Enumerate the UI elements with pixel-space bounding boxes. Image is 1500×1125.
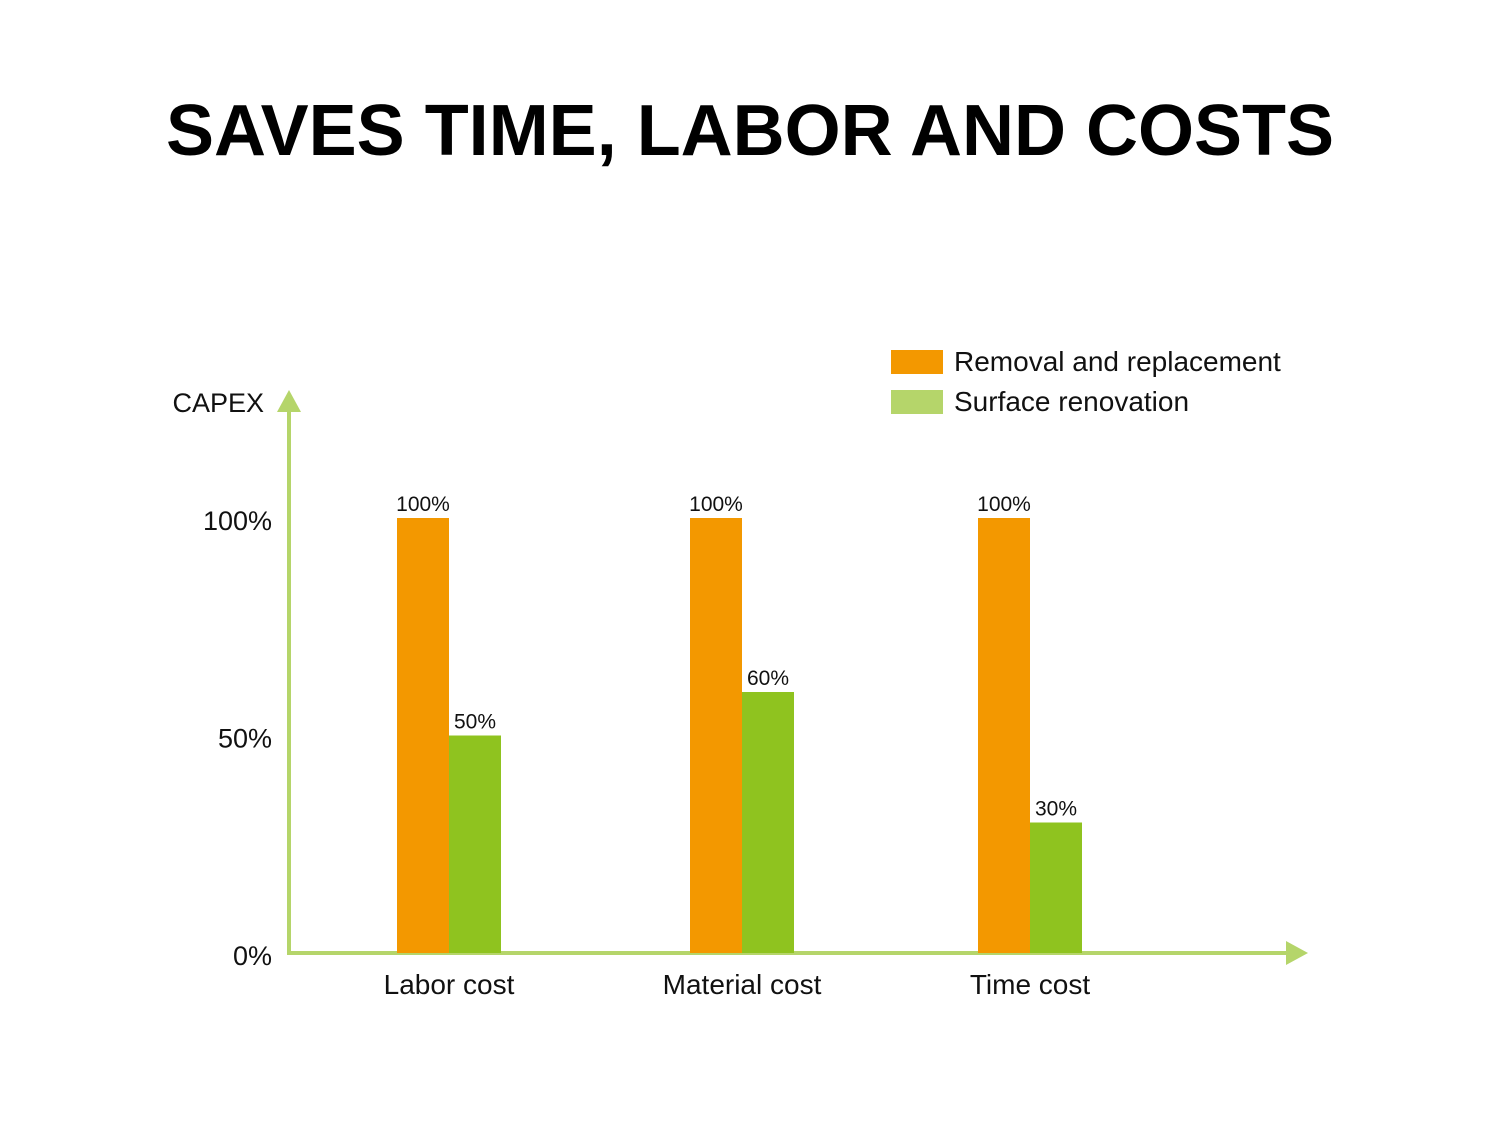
category-label: Time cost xyxy=(970,969,1091,1000)
legend-label: Surface renovation xyxy=(954,386,1189,417)
bar-surface-renovation xyxy=(449,735,501,953)
y-tick-label: 50% xyxy=(218,724,272,754)
bar-removal-replacement xyxy=(978,518,1030,953)
bar-value-label: 60% xyxy=(747,667,789,690)
legend-swatch xyxy=(891,390,943,414)
bars: 100% 50% 100% 60% 100% 30% xyxy=(396,493,1082,953)
y-tick-label: 100% xyxy=(203,506,272,536)
bar-value-label: 100% xyxy=(689,493,743,516)
legend: Removal and replacement Surface renovatio… xyxy=(891,346,1281,417)
bar-value-label: 100% xyxy=(396,493,450,516)
bar-value-label: 50% xyxy=(454,711,496,734)
y-ticks: 0% 50% 100% xyxy=(203,506,272,971)
bar-value-label: 100% xyxy=(977,493,1031,516)
bar-value-label: 30% xyxy=(1035,798,1077,821)
chart-title: SAVES TIME, LABOR AND COSTS xyxy=(166,91,1334,171)
y-axis-label: CAPEX xyxy=(172,388,264,418)
x-axis-arrow xyxy=(1286,941,1308,965)
category-label: Material cost xyxy=(663,969,822,1000)
category-label: Labor cost xyxy=(384,969,515,1000)
bar-removal-replacement xyxy=(690,518,742,953)
bar-surface-renovation xyxy=(742,692,794,953)
legend-label: Removal and replacement xyxy=(954,346,1281,377)
bar-removal-replacement xyxy=(397,518,449,953)
legend-swatch xyxy=(891,350,943,374)
category-labels: Labor cost Material cost Time cost xyxy=(384,969,1091,1000)
bar-surface-renovation xyxy=(1030,822,1082,953)
y-tick-label: 0% xyxy=(233,941,272,971)
y-axis-arrow xyxy=(277,390,301,412)
